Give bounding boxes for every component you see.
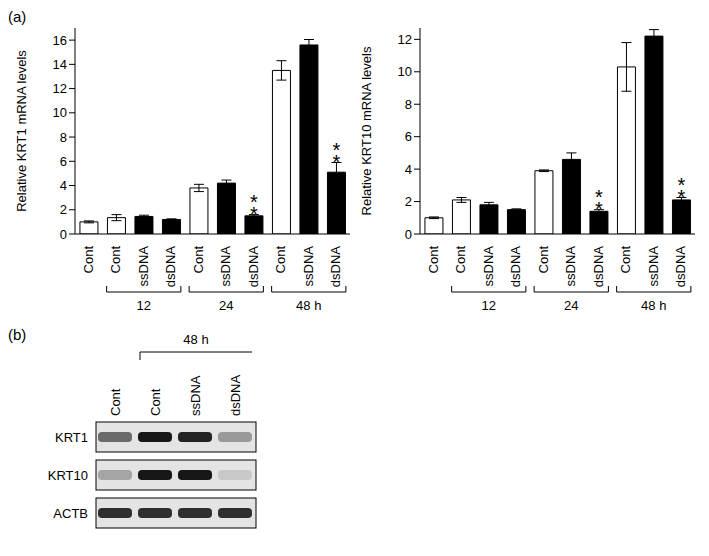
svg-text:*: *: [333, 139, 341, 161]
svg-text:dsDNA: dsDNA: [591, 246, 606, 288]
svg-text:Cont: Cont: [81, 246, 96, 274]
svg-text:8: 8: [60, 130, 67, 145]
svg-text:dsDNA: dsDNA: [328, 246, 343, 288]
svg-text:ACTB: ACTB: [53, 506, 88, 521]
svg-text:24: 24: [219, 298, 233, 313]
html-text:(b): (b): [8, 326, 27, 343]
svg-text:2: 2: [60, 202, 67, 217]
svg-text:ssDNA: ssDNA: [218, 246, 233, 287]
svg-text:12: 12: [53, 81, 67, 96]
svg-text:KRT10: KRT10: [48, 468, 88, 483]
svg-text:10: 10: [53, 105, 67, 120]
svg-text:8: 8: [405, 97, 412, 112]
svg-text:12: 12: [398, 32, 412, 47]
svg-text:ssDNA: ssDNA: [188, 375, 203, 416]
svg-text:Cont: Cont: [108, 388, 123, 416]
svg-text:dsDNA: dsDNA: [246, 246, 261, 288]
svg-text:Cont: Cont: [426, 246, 441, 274]
svg-text:ssDNA: ssDNA: [136, 246, 151, 287]
svg-text:ssDNA: ssDNA: [646, 246, 661, 287]
svg-text:0: 0: [405, 227, 412, 242]
svg-text:Cont: Cont: [453, 246, 468, 274]
svg-text:24: 24: [564, 298, 578, 313]
svg-text:Cont: Cont: [108, 246, 123, 274]
svg-text:dsDNA: dsDNA: [163, 246, 178, 288]
svg-text:16: 16: [53, 33, 67, 48]
svg-text:48 h: 48 h: [641, 298, 666, 313]
svg-text:dsDNA: dsDNA: [508, 246, 523, 288]
svg-text:ssDNA: ssDNA: [301, 246, 316, 287]
svg-text:ssDNA: ssDNA: [481, 246, 496, 287]
svg-text:10: 10: [398, 64, 412, 79]
svg-text:6: 6: [60, 154, 67, 169]
svg-text:*: *: [250, 191, 258, 213]
svg-text:48 h: 48 h: [296, 298, 321, 313]
svg-text:4: 4: [405, 162, 412, 177]
svg-text:ssDNA: ssDNA: [563, 246, 578, 287]
svg-text:48 h: 48 h: [183, 332, 208, 347]
svg-text:Cont: Cont: [191, 246, 206, 274]
svg-text:Cont: Cont: [536, 246, 551, 274]
svg-text:Relative KRT1 mRNA levels: Relative KRT1 mRNA levels: [14, 50, 29, 212]
html-text:(a): (a): [8, 8, 27, 25]
svg-text:Cont: Cont: [273, 246, 288, 274]
svg-text:2: 2: [405, 194, 412, 209]
svg-text:KRT1: KRT1: [55, 430, 88, 445]
svg-text:Cont: Cont: [148, 388, 163, 416]
svg-text:12: 12: [137, 298, 151, 313]
svg-text:*: *: [595, 186, 603, 208]
svg-text:4: 4: [60, 178, 67, 193]
svg-text:dsDNA: dsDNA: [228, 374, 243, 416]
svg-text:14: 14: [53, 57, 67, 72]
svg-text:Relative KRT10 mRNA levels: Relative KRT10 mRNA levels: [359, 46, 374, 215]
svg-text:Cont: Cont: [618, 246, 633, 274]
svg-text:*: *: [678, 174, 686, 196]
svg-text:0: 0: [60, 227, 67, 242]
svg-text:dsDNA: dsDNA: [673, 246, 688, 288]
svg-text:6: 6: [405, 129, 412, 144]
svg-text:12: 12: [482, 298, 496, 313]
